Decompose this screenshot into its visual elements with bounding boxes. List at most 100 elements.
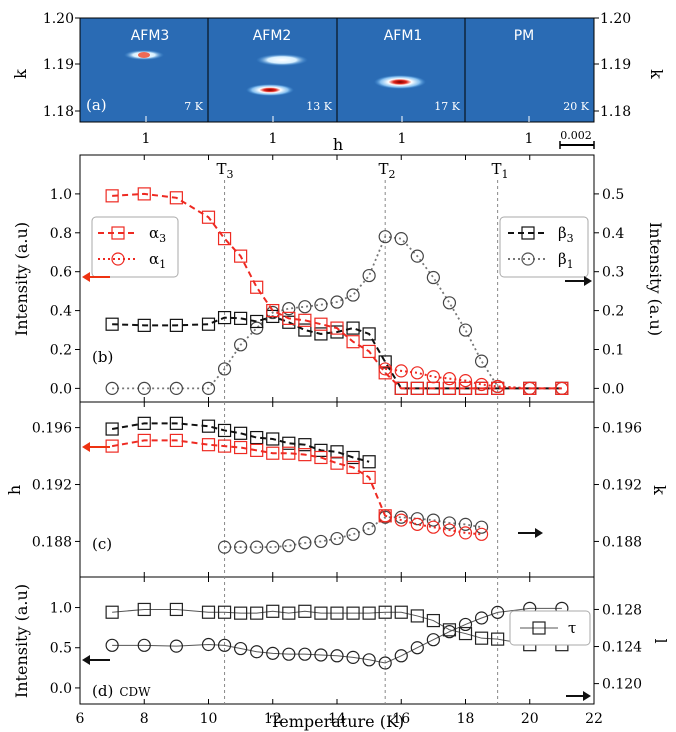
data-point <box>234 641 248 656</box>
y-tick-label-right: 0.0 <box>602 381 624 397</box>
data-point <box>555 381 569 395</box>
data-point <box>201 637 216 652</box>
data-point <box>394 649 408 663</box>
data-point <box>458 381 473 395</box>
y-tick-label: 0.0 <box>50 381 72 397</box>
map-temp-afm3: 7 K <box>184 100 203 113</box>
y-tick-label-right: 0.2 <box>602 304 624 320</box>
data-point <box>362 470 376 485</box>
y-tick-label-right: 0.1 <box>602 342 624 358</box>
legend-label-beta3: β3 <box>558 224 574 245</box>
data-point <box>442 523 457 537</box>
data-point <box>491 632 505 646</box>
data-point <box>314 534 328 549</box>
data-point <box>314 317 328 331</box>
data-point <box>201 317 216 331</box>
data-point <box>491 381 505 395</box>
map-afm2 <box>208 18 337 122</box>
transition-label-t3: T3 <box>216 160 233 181</box>
legend-label-alpha3: α3 <box>149 224 166 245</box>
data-point <box>314 450 328 465</box>
data-point <box>234 606 248 620</box>
arrow-head <box>82 272 90 282</box>
data-point <box>169 191 183 205</box>
map-spot <box>256 54 308 66</box>
data-point <box>169 602 183 617</box>
data-point <box>282 606 296 620</box>
data-point <box>266 446 280 460</box>
series-line <box>112 192 562 390</box>
data-point <box>362 455 376 469</box>
map-spot <box>246 84 294 96</box>
data-point <box>474 611 489 625</box>
data-point <box>523 381 537 395</box>
data-point <box>282 647 296 661</box>
data-point <box>298 300 312 314</box>
panel-c-ylabel-right: k <box>650 485 669 495</box>
data-point <box>169 416 183 430</box>
data-point <box>234 440 248 455</box>
data-point <box>137 187 151 201</box>
panel-label-b: (b) <box>92 348 113 366</box>
data-point <box>234 338 248 352</box>
data-point <box>298 438 312 452</box>
data-point <box>266 303 280 318</box>
data-point <box>282 302 296 316</box>
data-point <box>314 327 328 341</box>
x-tick-label: 22 <box>585 711 603 727</box>
data-point <box>105 422 119 436</box>
panel-label-d: (d) CDW <box>92 682 151 700</box>
data-point <box>105 189 119 203</box>
data-point <box>394 364 408 378</box>
data-point <box>394 605 408 619</box>
legend-box <box>499 216 589 278</box>
data-point <box>314 606 328 620</box>
data-point <box>362 522 376 536</box>
panel-d-series <box>105 601 569 670</box>
panel-b: 0.00.20.40.60.81.00.00.10.20.30.40.5 T3 … <box>12 155 665 402</box>
data-point <box>330 456 344 470</box>
data-point <box>346 321 360 335</box>
y-tick-label-right: 0.188 <box>602 534 642 550</box>
y-tick-label: 0.192 <box>32 478 72 494</box>
data-point <box>410 249 424 263</box>
legend-tau: τ <box>509 610 591 646</box>
arrow-head <box>82 442 90 452</box>
legend-label-tau: τ <box>568 619 576 637</box>
data-point <box>201 210 216 224</box>
data-point <box>137 433 151 448</box>
panel-c: 0.188 0.192 0.196 0.188 0.192 0.196 (c) h k <box>5 402 669 577</box>
data-point <box>474 527 489 541</box>
map-ylabel-left: k <box>11 69 30 79</box>
data-point <box>426 381 440 395</box>
panel-d-ylabel-left: Intensity (a.u) <box>12 584 31 698</box>
data-point <box>298 647 312 661</box>
data-point <box>442 372 457 386</box>
data-point <box>330 649 344 663</box>
data-point <box>330 445 344 459</box>
map-temp-pm: 20 K <box>563 100 589 113</box>
x-tick-label: 18 <box>457 711 475 727</box>
y-tick-label-right: 0.124 <box>602 640 642 656</box>
map-ylabel-right: k <box>647 69 666 79</box>
data-point <box>394 513 408 527</box>
arrow-head <box>535 528 543 538</box>
y-tick-label: 0.4 <box>50 304 72 320</box>
data-point <box>491 605 505 619</box>
series-line <box>111 439 387 517</box>
panel-c-frame <box>79 401 595 578</box>
data-point <box>458 323 473 337</box>
legend-label-alpha1: α1 <box>149 250 166 271</box>
map-panel: AFM3 AFM2 AFM1 PM 7 K 13 K 17 K 20 K (a)… <box>11 11 666 154</box>
map-xtick: 1 <box>269 131 278 147</box>
legend-beta: β3 β1 <box>499 216 589 278</box>
map-xlabel: h <box>333 135 343 154</box>
x-axis-label: Temperature (K) <box>270 712 404 731</box>
data-point <box>250 280 264 294</box>
legend-marker-beta1 <box>521 252 535 266</box>
map-ytick-right: 1.18 <box>600 104 631 120</box>
data-point <box>410 609 424 623</box>
data-point <box>137 318 151 332</box>
legend-label-beta1: β1 <box>558 250 574 271</box>
